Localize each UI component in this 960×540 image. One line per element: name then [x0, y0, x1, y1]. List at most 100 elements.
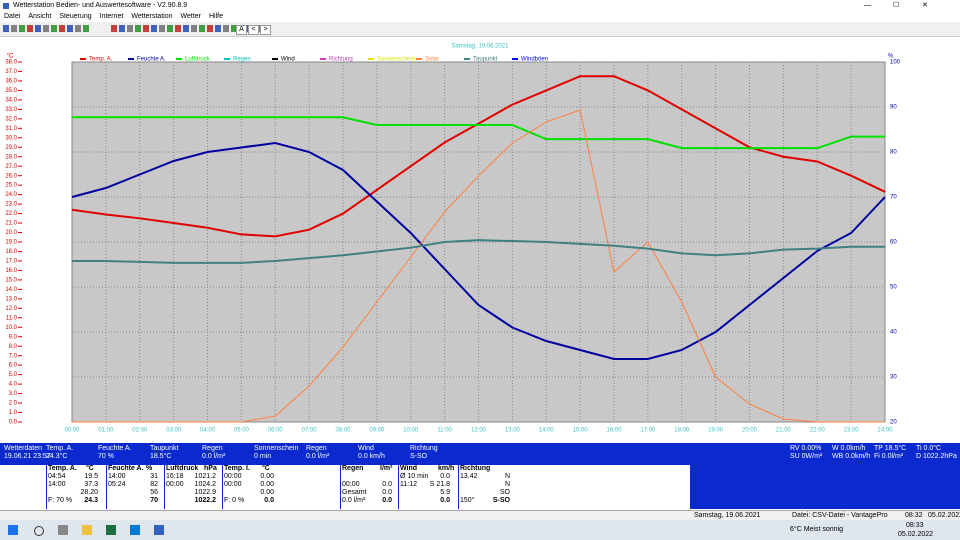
app-icon: [3, 3, 9, 9]
tool-button[interactable]: [223, 25, 229, 32]
block-head: Regen: [342, 465, 364, 472]
tool-button[interactable]: [67, 25, 73, 32]
tool-button[interactable]: [111, 25, 117, 32]
tool-button[interactable]: [199, 25, 205, 32]
menu-item[interactable]: Internet: [99, 13, 124, 20]
cell: 0.0 l/m²: [342, 497, 366, 504]
tool-button[interactable]: >: [260, 25, 271, 35]
y2-tick-label: 30: [890, 375, 897, 381]
cell: 0.0: [382, 489, 392, 496]
tool-button[interactable]: [159, 25, 165, 32]
legend-label: Sonnenschein: [377, 57, 415, 63]
y-tick-label: 9.0: [9, 334, 18, 340]
tool-button[interactable]: [135, 25, 141, 32]
y-tick-label: 2.0: [9, 401, 18, 407]
menu-item[interactable]: Hilfe: [209, 13, 224, 20]
summary-value: 0.0 l/m²: [202, 453, 226, 460]
cell: 5.9: [440, 489, 450, 496]
menu-item[interactable]: Wetter: [180, 13, 202, 20]
block-bg: [106, 465, 161, 509]
status-field: Samstag, 19.06.2021: [694, 512, 761, 519]
maximize[interactable]: ☐: [893, 2, 900, 9]
block-head: Temp. I.: [224, 465, 250, 472]
y2-unit: %: [888, 54, 894, 60]
tool-button[interactable]: [207, 25, 213, 32]
tool-button[interactable]: [151, 25, 157, 32]
x-tick-label: 21:00: [776, 428, 792, 434]
menu-item[interactable]: Datei: [4, 13, 21, 20]
block-head: Richtung: [460, 465, 491, 472]
tool-button[interactable]: [51, 25, 57, 32]
summary-right: W 0.0km/h: [832, 445, 866, 452]
y-tick-label: 26.0: [5, 173, 17, 179]
cell: 28.20: [80, 489, 98, 496]
summary-label: Sonnenschein: [254, 445, 299, 452]
menu-item[interactable]: Steuerung: [59, 13, 92, 20]
menu-item[interactable]: Ansicht: [28, 13, 52, 20]
x-tick-label: 01:00: [98, 428, 114, 434]
y-tick-label: 32.0: [5, 116, 17, 122]
legend-label: Solar: [425, 57, 439, 63]
x-tick-label: 12:00: [471, 428, 487, 434]
summary-value: 0.0 km/h: [358, 453, 385, 460]
cell: 1022.2: [194, 497, 216, 504]
tool-button[interactable]: [19, 25, 25, 32]
series-line: [72, 116, 885, 150]
window-title: Wetterstation Bedien- und Auswertesoftwa…: [13, 2, 188, 9]
weather-app[interactable]: [154, 525, 164, 535]
block-head: Luftdruck: [166, 465, 199, 472]
station-info: Wetterdaten: [4, 445, 43, 452]
tool-button[interactable]: [143, 25, 149, 32]
tool-button[interactable]: [3, 25, 9, 32]
summary-value: 0.0 l/m²: [306, 453, 330, 460]
tool-button[interactable]: [127, 25, 133, 32]
tool-button[interactable]: [83, 25, 89, 32]
cell: 0.0: [264, 497, 274, 504]
cell: 04:54: [48, 473, 66, 480]
start-button[interactable]: [8, 525, 18, 535]
search-button[interactable]: [34, 526, 44, 536]
y-tick-label: 16.0: [5, 268, 17, 274]
y-tick-label: 3.0: [9, 391, 18, 397]
tool-button[interactable]: [75, 25, 81, 32]
excel[interactable]: [106, 525, 116, 535]
block-head: Feuchte A.: [108, 465, 144, 472]
tool-button[interactable]: [27, 25, 33, 32]
tool-button[interactable]: [191, 25, 197, 32]
close[interactable]: ✕: [922, 2, 928, 9]
tool-button[interactable]: [175, 25, 181, 32]
cell: 1021.2: [194, 473, 216, 480]
tool-button[interactable]: [59, 25, 65, 32]
summary-label: Richtung: [410, 445, 438, 452]
cell: 11:12: [400, 481, 417, 488]
task-view[interactable]: [58, 525, 68, 535]
x-tick-label: 13:00: [505, 428, 521, 434]
tool-button[interactable]: [215, 25, 221, 32]
cell: 00:00: [224, 481, 242, 488]
tool-button[interactable]: [11, 25, 17, 32]
cell: Gesamt: [342, 489, 367, 496]
explorer[interactable]: [82, 525, 92, 535]
tool-button[interactable]: [167, 25, 173, 32]
tool-button[interactable]: [231, 25, 237, 32]
tool-button[interactable]: [119, 25, 125, 32]
summary-label: Regen: [306, 445, 327, 452]
tool-button[interactable]: [183, 25, 189, 32]
weather: 6°C Meist sonnig: [790, 526, 843, 533]
tool-button[interactable]: [43, 25, 49, 32]
menu-item[interactable]: Wetterstation: [131, 13, 173, 20]
summary-value: 70 %: [98, 453, 114, 460]
minimize[interactable]: —: [864, 2, 871, 9]
block-head: °C: [86, 465, 94, 472]
y-tick-label: 24.0: [5, 192, 17, 198]
tool-button[interactable]: A: [236, 25, 247, 35]
edge[interactable]: [130, 525, 140, 535]
x-tick-label: 14:00: [539, 428, 555, 434]
cell: 14:00: [48, 481, 66, 488]
y2-tick-label: 50: [890, 285, 897, 291]
tool-button[interactable]: <: [248, 25, 259, 35]
y-tick-label: 1.0: [9, 410, 18, 416]
tool-button[interactable]: [35, 25, 41, 32]
summary-right: Fi 0.0l/m²: [874, 453, 904, 460]
